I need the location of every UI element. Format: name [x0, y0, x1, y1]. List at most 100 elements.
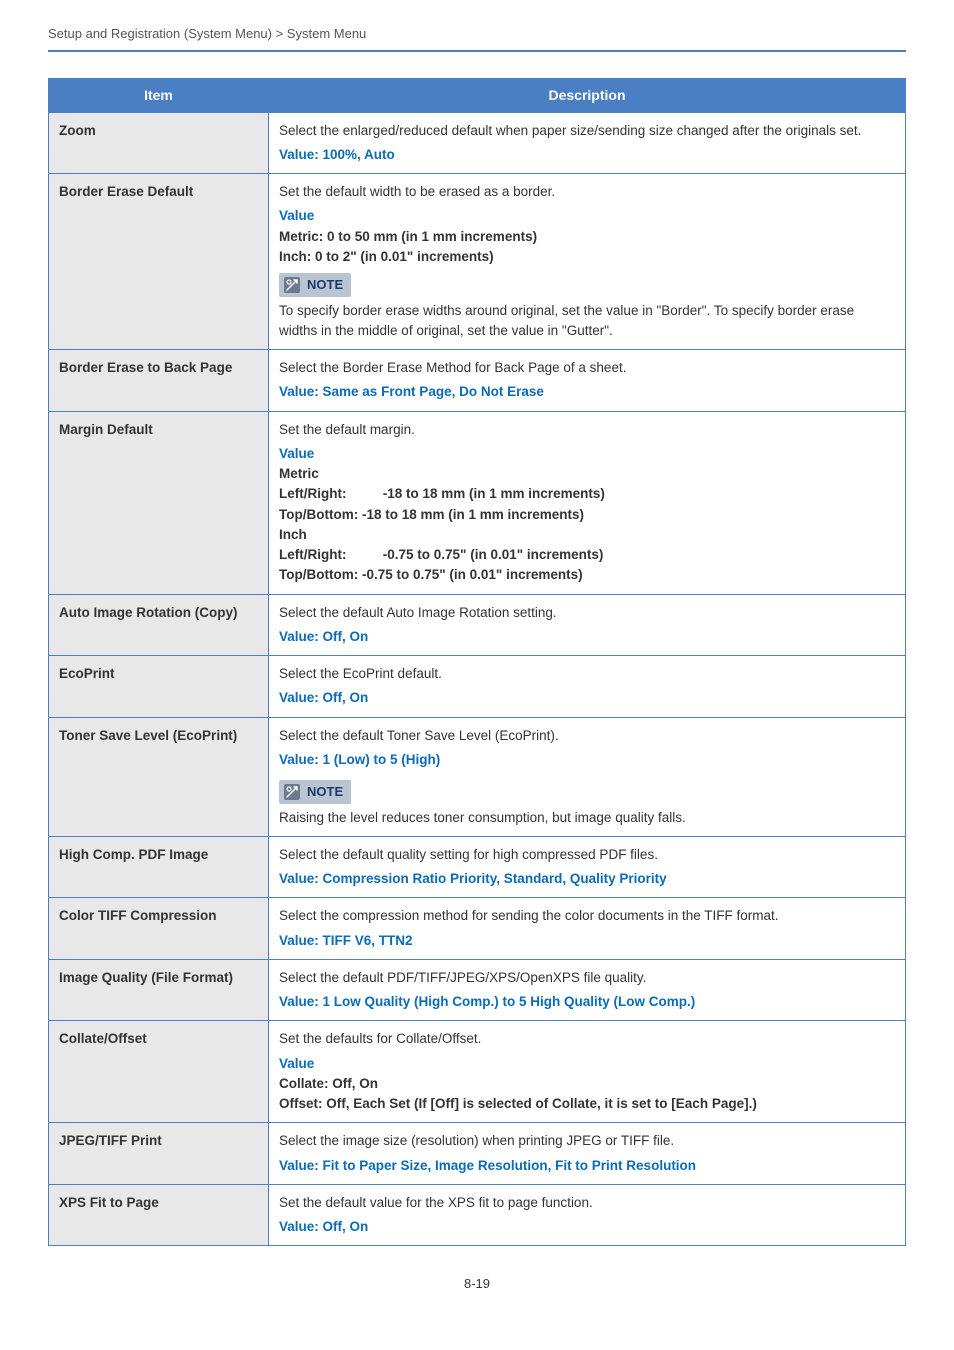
item-margin-default: Margin Default	[49, 411, 269, 594]
desc-text: Select the default quality setting for h…	[279, 845, 895, 865]
metric-tb: Top/Bottom: -18 to 18 mm (in 1 mm increm…	[279, 505, 895, 525]
desc-border-erase-back: Select the Border Erase Method for Back …	[269, 350, 906, 412]
settings-table: Item Description Zoom Select the enlarge…	[48, 78, 906, 1247]
value-text: : Off, On	[314, 1219, 368, 1234]
value-line: Value: Fit to Paper Size, Image Resoluti…	[279, 1156, 895, 1176]
item-jpeg-tiff: JPEG/TIFF Print	[49, 1123, 269, 1185]
value-line: Value: 1 (Low) to 5 (High)	[279, 750, 895, 770]
value-text: : Fit to Paper Size, Image Resolution, F…	[314, 1158, 696, 1173]
inch-line: Inch: 0 to 2" (in 0.01" increments)	[279, 247, 895, 267]
note-body: To specify border erase widths around or…	[279, 301, 895, 342]
value-label: Value	[279, 384, 314, 399]
value-text: : Off, On	[314, 629, 368, 644]
value-label: Value	[279, 1054, 895, 1074]
value-label: Value	[279, 752, 314, 767]
table-row: Zoom Select the enlarged/reduced default…	[49, 112, 906, 174]
desc-zoom: Select the enlarged/reduced default when…	[269, 112, 906, 174]
value-text: : Same as Front Page, Do Not Erase	[314, 384, 544, 399]
desc-jpeg-tiff: Select the image size (resolution) when …	[269, 1123, 906, 1185]
item-high-comp: High Comp. PDF Image	[49, 836, 269, 898]
table-row: Toner Save Level (EcoPrint) Select the d…	[49, 717, 906, 836]
desc-text: Set the default value for the XPS fit to…	[279, 1193, 895, 1213]
col-item-header: Item	[49, 78, 269, 112]
inch-head: Inch	[279, 525, 895, 545]
desc-text: Set the default margin.	[279, 420, 895, 440]
desc-xps-fit: Set the default value for the XPS fit to…	[269, 1184, 906, 1246]
value-line: Value: 100%, Auto	[279, 145, 895, 165]
value-line: Value: 1 Low Quality (High Comp.) to 5 H…	[279, 992, 895, 1012]
inch-lr: Left/Right: -0.75 to 0.75" (in 0.01" inc…	[279, 545, 895, 565]
collate-line: Collate: Off, On	[279, 1074, 895, 1094]
breadcrumb: Setup and Registration (System Menu) > S…	[48, 24, 906, 44]
value-text: : 100%, Auto	[314, 147, 395, 162]
table-row: JPEG/TIFF Print Select the image size (r…	[49, 1123, 906, 1185]
value-line: Value: Off, On	[279, 688, 895, 708]
note-body: Raising the level reduces toner consumpt…	[279, 808, 895, 828]
metric-head: Metric	[279, 464, 895, 484]
table-row: Border Erase Default Set the default wid…	[49, 174, 906, 350]
value-label: Value	[279, 871, 314, 886]
desc-text: Select the enlarged/reduced default when…	[279, 121, 895, 141]
table-row: Collate/Offset Set the defaults for Coll…	[49, 1021, 906, 1123]
desc-image-quality: Select the default PDF/TIFF/JPEG/XPS/Ope…	[269, 959, 906, 1021]
value-line: Value: Off, On	[279, 627, 895, 647]
inch-tb: Top/Bottom: -0.75 to 0.75" (in 0.01" inc…	[279, 565, 895, 585]
desc-collate: Set the defaults for Collate/Offset. Val…	[269, 1021, 906, 1123]
desc-color-tiff: Select the compression method for sendin…	[269, 898, 906, 960]
desc-text: Set the defaults for Collate/Offset.	[279, 1029, 895, 1049]
value-label: Value	[279, 994, 314, 1009]
value-text: : Off, On	[314, 690, 368, 705]
value-line: Value: Same as Front Page, Do Not Erase	[279, 382, 895, 402]
desc-text: Select the default Toner Save Level (Eco…	[279, 726, 895, 746]
note-label: NOTE	[307, 275, 343, 295]
value-text: : 1 (Low) to 5 (High)	[314, 752, 440, 767]
note-label: NOTE	[307, 782, 343, 802]
item-border-erase-back: Border Erase to Back Page	[49, 350, 269, 412]
value-label: Value	[279, 206, 895, 226]
item-auto-image: Auto Image Rotation (Copy)	[49, 594, 269, 656]
value-text: : Compression Ratio Priority, Standard, …	[314, 871, 666, 886]
page-number: 8-19	[48, 1274, 906, 1294]
desc-text: Select the image size (resolution) when …	[279, 1131, 895, 1151]
item-border-erase: Border Erase Default	[49, 174, 269, 350]
col-desc-header: Description	[269, 78, 906, 112]
desc-text: Select the default Auto Image Rotation s…	[279, 603, 895, 623]
value-line: Value: TIFF V6, TTN2	[279, 931, 895, 951]
desc-high-comp: Select the default quality setting for h…	[269, 836, 906, 898]
value-text: : 1 Low Quality (High Comp.) to 5 High Q…	[314, 994, 695, 1009]
note-badge: NOTE	[279, 780, 351, 804]
table-header-row: Item Description	[49, 78, 906, 112]
note-icon	[283, 783, 301, 801]
table-row: Border Erase to Back Page Select the Bor…	[49, 350, 906, 412]
note-badge: NOTE	[279, 273, 351, 297]
desc-toner-save: Select the default Toner Save Level (Eco…	[269, 717, 906, 836]
table-row: High Comp. PDF Image Select the default …	[49, 836, 906, 898]
table-row: Image Quality (File Format) Select the d…	[49, 959, 906, 1021]
header-rule	[48, 50, 906, 52]
value-label: Value	[279, 1219, 314, 1234]
metric-line: Metric: 0 to 50 mm (in 1 mm increments)	[279, 227, 895, 247]
item-xps-fit: XPS Fit to Page	[49, 1184, 269, 1246]
desc-text: Select the compression method for sendin…	[279, 906, 895, 926]
desc-text: Select the Border Erase Method for Back …	[279, 358, 895, 378]
desc-ecoprint: Select the EcoPrint default. Value: Off,…	[269, 656, 906, 718]
table-row: XPS Fit to Page Set the default value fo…	[49, 1184, 906, 1246]
value-line: Value: Off, On	[279, 1217, 895, 1237]
value-label: Value	[279, 933, 314, 948]
offset-line: Offset: Off, Each Set (If [Off] is selec…	[279, 1094, 895, 1114]
item-toner-save: Toner Save Level (EcoPrint)	[49, 717, 269, 836]
item-collate: Collate/Offset	[49, 1021, 269, 1123]
value-label: Value	[279, 444, 895, 464]
desc-text: Set the default width to be erased as a …	[279, 182, 895, 202]
item-color-tiff: Color TIFF Compression	[49, 898, 269, 960]
desc-margin-default: Set the default margin. Value Metric Lef…	[269, 411, 906, 594]
item-image-quality: Image Quality (File Format)	[49, 959, 269, 1021]
note-icon	[283, 276, 301, 294]
value-label: Value	[279, 629, 314, 644]
desc-text: Select the EcoPrint default.	[279, 664, 895, 684]
table-row: Auto Image Rotation (Copy) Select the de…	[49, 594, 906, 656]
metric-lr: Left/Right: -18 to 18 mm (in 1 mm increm…	[279, 484, 895, 504]
table-row: EcoPrint Select the EcoPrint default. Va…	[49, 656, 906, 718]
desc-border-erase: Set the default width to be erased as a …	[269, 174, 906, 350]
desc-auto-image: Select the default Auto Image Rotation s…	[269, 594, 906, 656]
